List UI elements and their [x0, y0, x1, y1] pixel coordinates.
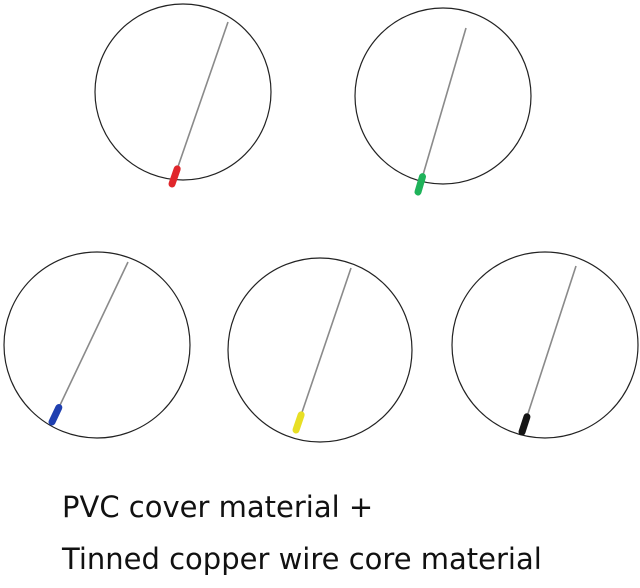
caption-line-2: Tinned copper wire core material — [62, 542, 542, 576]
sleeve-red — [168, 165, 181, 188]
caption-line-1: PVC cover material + — [62, 490, 374, 524]
sleeve-blue — [48, 404, 63, 426]
wire-green — [417, 27, 467, 193]
circle-frame-yellow — [227, 257, 413, 443]
circle-frame-black — [451, 251, 639, 439]
wire-black — [521, 265, 577, 433]
circle-frame-blue — [3, 251, 191, 439]
sleeve-green — [414, 173, 426, 196]
sleeve-black — [518, 413, 531, 436]
circle-frame-red — [94, 3, 272, 181]
wire-yellow — [295, 267, 352, 431]
sleeve-yellow — [292, 411, 305, 434]
circle-frame-green — [354, 7, 532, 185]
wire-red — [171, 21, 229, 185]
wire-blue — [51, 261, 129, 423]
